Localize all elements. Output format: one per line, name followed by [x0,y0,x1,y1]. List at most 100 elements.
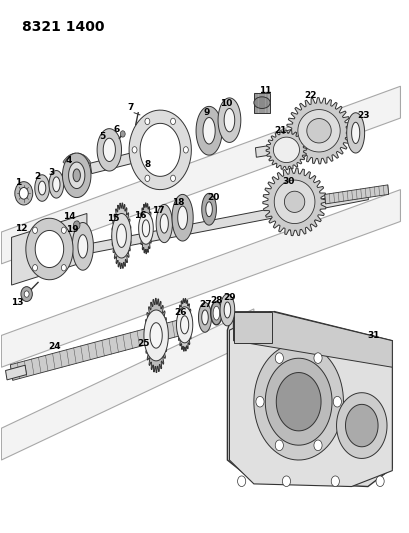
Polygon shape [180,316,188,334]
Text: 22: 22 [304,91,316,100]
Text: 26: 26 [174,308,187,317]
Text: 3: 3 [48,167,54,176]
Text: 25: 25 [137,339,149,348]
Text: 17: 17 [152,206,164,215]
Polygon shape [138,213,153,244]
Text: 1: 1 [14,178,21,187]
Text: 20: 20 [207,193,219,202]
Polygon shape [276,373,320,431]
Circle shape [61,227,66,233]
Text: 29: 29 [222,293,235,302]
Polygon shape [306,118,330,143]
Bar [253,93,270,113]
Text: 8321 1400: 8321 1400 [22,20,104,34]
Polygon shape [324,185,388,204]
Text: 23: 23 [356,111,369,120]
Text: 28: 28 [210,296,222,305]
Polygon shape [49,171,63,198]
Polygon shape [72,222,93,270]
Circle shape [237,476,245,487]
Polygon shape [62,153,91,198]
Circle shape [282,476,290,487]
Text: 7: 7 [127,103,134,112]
Polygon shape [227,312,391,487]
Polygon shape [160,214,168,233]
Polygon shape [11,214,87,285]
Circle shape [313,353,321,364]
Text: 12: 12 [16,224,28,233]
Polygon shape [38,181,46,195]
Polygon shape [112,203,131,269]
Circle shape [274,353,283,364]
Polygon shape [218,98,240,142]
Polygon shape [53,177,60,192]
Polygon shape [35,175,49,201]
Circle shape [19,188,28,199]
Wedge shape [76,153,90,175]
Polygon shape [284,191,304,213]
Circle shape [120,131,125,137]
Polygon shape [1,86,400,264]
Polygon shape [26,218,73,280]
Circle shape [375,476,383,487]
Polygon shape [103,138,115,161]
Text: 31: 31 [367,331,379,340]
Text: 8: 8 [144,160,151,169]
Polygon shape [177,206,187,229]
Polygon shape [286,98,351,164]
Text: 9: 9 [203,108,210,117]
Circle shape [144,118,149,125]
Polygon shape [156,205,172,243]
Circle shape [61,264,66,271]
Text: 5: 5 [99,132,105,141]
Circle shape [24,291,29,297]
Polygon shape [262,168,326,236]
Polygon shape [224,109,234,132]
Text: 27: 27 [199,300,211,309]
Polygon shape [210,302,222,325]
Polygon shape [144,298,167,373]
Text: 11: 11 [258,86,271,95]
Text: 18: 18 [172,198,184,207]
Polygon shape [10,320,181,381]
Text: 6: 6 [113,125,119,134]
Circle shape [170,175,175,182]
Polygon shape [172,195,193,241]
Polygon shape [213,306,219,320]
Wedge shape [63,153,76,175]
Circle shape [183,147,188,153]
Polygon shape [205,202,212,216]
Text: 2: 2 [34,172,40,181]
Text: 24: 24 [48,342,61,351]
Bar [233,312,272,343]
Polygon shape [265,358,331,445]
Circle shape [330,476,339,487]
Polygon shape [201,310,208,325]
Circle shape [144,175,149,182]
Circle shape [33,227,37,233]
Polygon shape [176,307,192,343]
Circle shape [21,287,32,302]
Polygon shape [265,130,306,169]
Polygon shape [112,214,131,258]
Polygon shape [86,190,368,254]
Polygon shape [274,180,314,223]
Text: 19: 19 [66,225,79,234]
Circle shape [15,182,33,205]
Polygon shape [233,312,391,367]
Polygon shape [139,203,152,254]
Polygon shape [336,393,386,458]
Polygon shape [142,220,149,237]
Circle shape [73,221,80,229]
Polygon shape [346,113,364,153]
Circle shape [313,440,321,450]
Polygon shape [144,310,168,361]
Polygon shape [1,190,400,367]
Polygon shape [5,365,27,380]
Polygon shape [35,230,63,268]
Polygon shape [273,137,299,163]
Polygon shape [255,133,343,157]
Polygon shape [177,298,191,351]
Polygon shape [297,110,339,152]
Polygon shape [345,405,377,447]
